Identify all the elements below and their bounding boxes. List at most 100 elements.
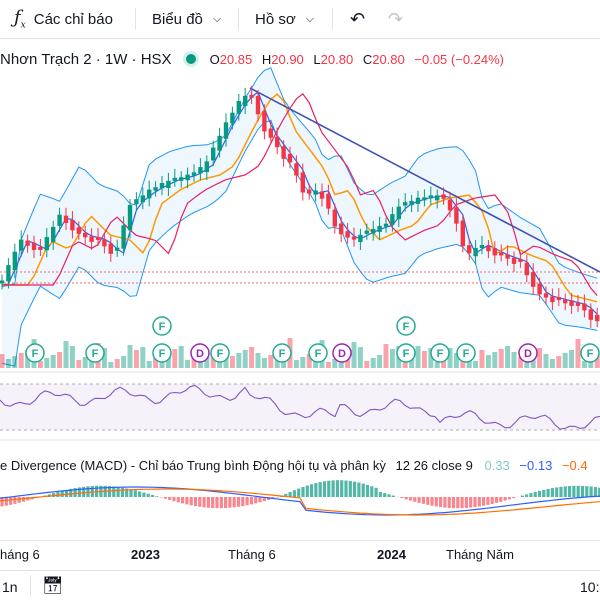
candle-body <box>416 198 420 204</box>
close-key: C <box>363 52 372 67</box>
macd-histogram-bar <box>349 481 352 497</box>
macd-histogram-bar <box>594 487 597 497</box>
volume-bar <box>390 349 395 368</box>
macd-histogram-bar <box>452 497 455 508</box>
candle-body <box>557 297 561 300</box>
volume-bar <box>147 361 152 368</box>
macd-histogram-bar <box>439 497 442 507</box>
volume-bar <box>249 347 254 368</box>
macd-title[interactable]: e Divergence (MACD) - Chỉ báo Trung bình… <box>0 458 386 473</box>
time-axis[interactable]: háng 6 2023 Tháng 6 2024 Tháng Năm <box>0 540 600 569</box>
macd-histogram-bar <box>61 491 64 497</box>
candle-body <box>198 167 202 173</box>
symbol-title[interactable]: Nhơn Trạch 2 · 1W · HSX <box>0 51 172 68</box>
profile-dropdown[interactable]: Hồ sơ ⌵ <box>255 0 314 38</box>
macd-histogram-bar <box>177 497 180 502</box>
macd-histogram-bar <box>525 494 528 497</box>
volume-bar <box>172 349 177 368</box>
volume-bar <box>352 342 357 368</box>
toolbar-divider <box>135 8 136 30</box>
candle-body <box>262 111 266 131</box>
candle-body <box>147 190 151 199</box>
candle-body <box>461 221 465 247</box>
macd-histogram-bar <box>413 497 416 502</box>
candle-body <box>390 214 394 225</box>
macd-histogram-bar <box>246 497 249 505</box>
candle-body <box>64 216 68 223</box>
event-badge-label: F <box>437 348 444 360</box>
macd-histogram-bar <box>129 489 132 497</box>
macd-histogram-value: 0.33 <box>484 458 509 473</box>
candle-body <box>294 163 298 175</box>
macd-histogram-bar <box>215 497 218 508</box>
macd-histogram-bar <box>465 497 468 508</box>
macd-histogram-bar <box>138 491 141 497</box>
chevron-down-icon: ⌵ <box>306 13 314 26</box>
macd-line-value: −0.13 <box>519 458 552 473</box>
candle-body <box>45 237 49 250</box>
range-1y-button[interactable]: 1n <box>2 579 18 595</box>
macd-histogram-bar <box>301 487 304 497</box>
event-badge-label: F <box>403 321 410 333</box>
candle-body <box>377 226 381 232</box>
macd-histogram-bar <box>297 489 300 497</box>
volume-bar <box>76 360 81 368</box>
open-key: O <box>210 52 220 67</box>
candle-body <box>243 96 247 106</box>
candle-body <box>102 240 106 247</box>
candle-body <box>0 281 4 284</box>
macd-histogram-bar <box>155 496 158 497</box>
rsi-band-fill <box>0 384 600 430</box>
calendar-range-icon[interactable]: 📅︎ <box>42 576 64 596</box>
volume-bar <box>480 350 485 368</box>
macd-histogram-bar <box>409 497 412 501</box>
macd-histogram-bar <box>112 487 115 497</box>
high-value: 20.90 <box>271 52 304 67</box>
macd-histogram-bar <box>430 497 433 506</box>
candle-body <box>480 245 484 248</box>
candle-body <box>493 248 497 255</box>
candle-body <box>211 148 215 161</box>
indicators-button[interactable]: ƒx Các chỉ báo <box>14 0 113 38</box>
redo-button[interactable]: ↷ <box>388 0 403 38</box>
macd-histogram-bar <box>310 484 313 497</box>
candle-body <box>518 259 522 262</box>
candle-body <box>345 231 349 237</box>
event-badge-label: F <box>92 348 99 360</box>
chart-type-dropdown[interactable]: Biểu đồ ⌵ <box>152 0 221 38</box>
candle-body <box>467 245 471 253</box>
candle-body <box>6 265 10 281</box>
macd-histogram-bar <box>117 487 120 497</box>
undo-button[interactable]: ↶ <box>350 0 365 38</box>
macd-histogram-bar <box>344 481 347 497</box>
volume-bar <box>44 358 49 368</box>
volume-bar <box>326 362 331 368</box>
macd-histogram-bar <box>370 486 373 497</box>
candle-body <box>185 175 189 181</box>
candle-body <box>563 300 567 304</box>
event-badge-label: F <box>403 348 410 360</box>
volume-bar <box>38 361 43 368</box>
volume-bar <box>435 362 440 368</box>
macd-histogram-bar <box>572 486 575 497</box>
volume-bar <box>108 362 113 368</box>
candle-body <box>371 229 375 234</box>
volume-bar <box>12 356 17 368</box>
macd-histogram-bar <box>379 492 382 497</box>
candle-body <box>192 172 196 175</box>
candle-body <box>595 315 599 321</box>
symbol-legend: Nhơn Trạch 2 · 1W · HSX O20.85 H20.90 L2… <box>0 46 510 72</box>
macd-histogram-bar <box>564 486 567 497</box>
high-key: H <box>262 52 271 67</box>
macd-signal-value: −0.4 <box>562 458 588 473</box>
macd-histogram-bar <box>366 485 369 497</box>
macd-histogram-bar <box>198 497 201 507</box>
candle-body <box>70 220 74 230</box>
candle-body <box>582 304 586 311</box>
macd-histogram-bar <box>538 491 541 497</box>
event-badge-label: F <box>32 348 39 360</box>
ohlc-values: O20.85 H20.90 L20.80 C20.80 −0.05 (−0.24… <box>210 52 510 67</box>
macd-histogram-bar <box>241 497 244 506</box>
volume-bar <box>358 347 363 368</box>
